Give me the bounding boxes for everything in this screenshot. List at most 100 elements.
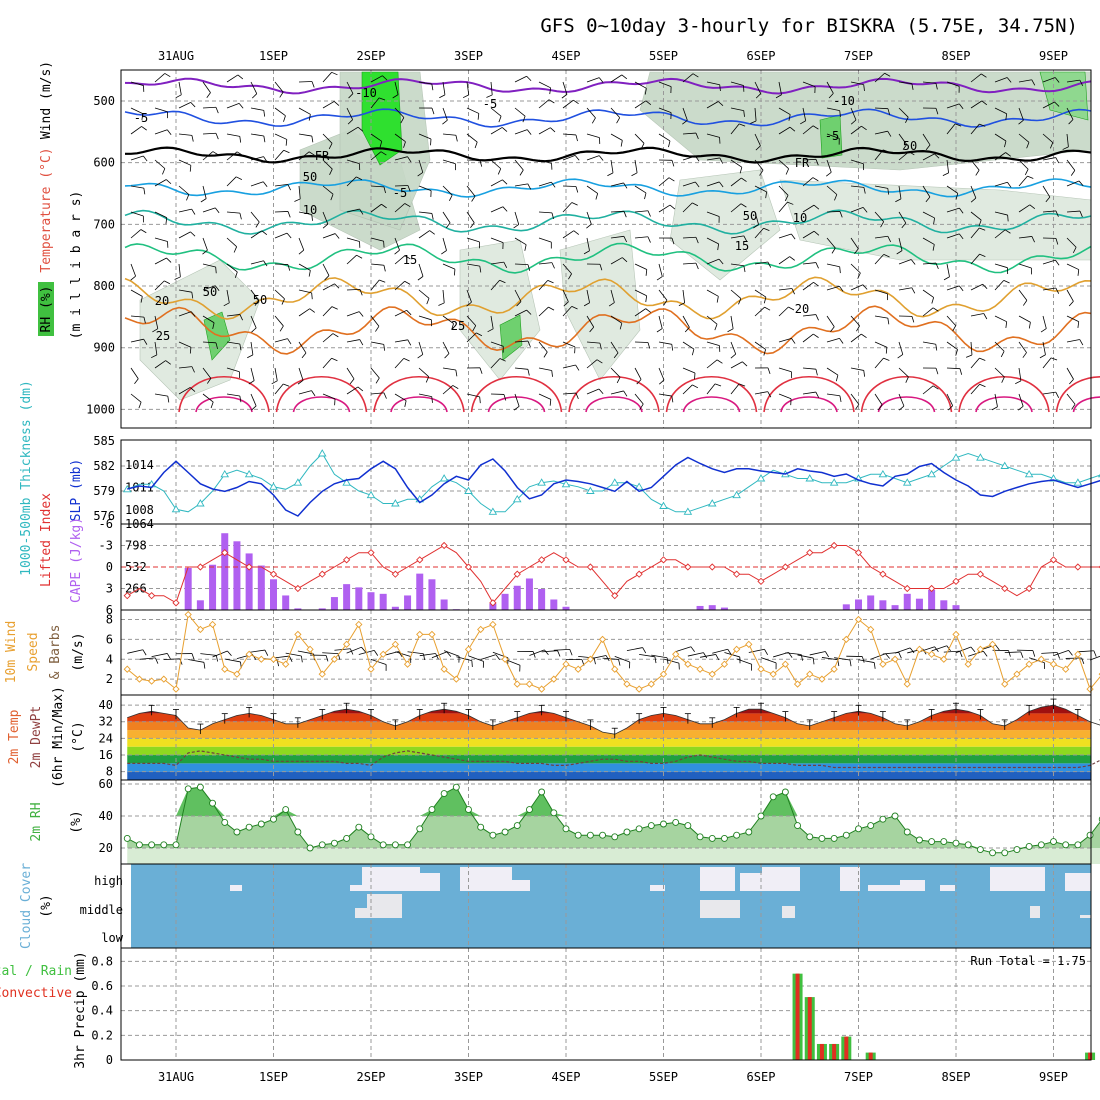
thickness-marker bbox=[878, 469, 888, 478]
wind-barb bbox=[778, 306, 789, 317]
isotherm-35-dome bbox=[975, 396, 1033, 413]
wind-barb-10m bbox=[127, 649, 143, 654]
wind-barb bbox=[970, 159, 980, 171]
x-axis-dates: 31AUG31AUG1SEP1SEP2SEP2SEP3SEP3SEP4SEP4S… bbox=[158, 49, 1068, 1084]
wind-barb-10m bbox=[297, 650, 314, 655]
wind-barb bbox=[356, 176, 363, 181]
wind-barb bbox=[154, 211, 167, 218]
wind-barb bbox=[130, 107, 143, 114]
pressure-tick-label: 900 bbox=[93, 341, 115, 355]
wind-barb bbox=[548, 306, 555, 311]
thickness-marker bbox=[829, 478, 839, 486]
thickness-marker bbox=[976, 453, 985, 461]
wind-barb bbox=[634, 393, 644, 405]
lifted-index-marker bbox=[684, 563, 692, 571]
wind-barb bbox=[942, 172, 949, 176]
wind-barb bbox=[826, 159, 832, 173]
wind-speed-marker bbox=[1074, 650, 1082, 658]
wind-barb bbox=[714, 383, 722, 387]
wind-barb bbox=[130, 315, 144, 318]
wind-barb bbox=[154, 159, 166, 169]
wind-barb bbox=[549, 87, 552, 95]
wind-barb bbox=[202, 367, 212, 379]
cape-bar bbox=[525, 578, 533, 610]
rh-marker bbox=[647, 822, 655, 830]
lifted-index-marker bbox=[489, 599, 497, 607]
wind-barb bbox=[466, 185, 476, 197]
wind-barb bbox=[586, 185, 598, 194]
wind-barb bbox=[778, 233, 792, 239]
wind-barb-10m bbox=[639, 653, 655, 658]
lifted-index-marker bbox=[342, 556, 351, 564]
cape-bar bbox=[282, 595, 290, 610]
wind-barb bbox=[214, 285, 220, 292]
wind-barb bbox=[1005, 113, 1008, 121]
rh-marker bbox=[343, 834, 351, 842]
precip-frame bbox=[120, 947, 1092, 1061]
wind-barb bbox=[250, 181, 264, 187]
wind-barb bbox=[901, 222, 907, 229]
wind-speed-marker bbox=[696, 665, 704, 673]
wind-barb bbox=[538, 81, 551, 89]
rh-marker bbox=[294, 828, 302, 836]
wind-speed-marker bbox=[306, 645, 314, 653]
date-label-top: 31AUG bbox=[158, 49, 194, 63]
wind-barb bbox=[839, 395, 842, 403]
wind-barb bbox=[970, 73, 982, 83]
wind-barb bbox=[502, 206, 508, 212]
isotherm-line bbox=[124, 209, 1092, 235]
wind-tick-label: 6 bbox=[106, 632, 113, 646]
wind-speed-marker bbox=[1025, 660, 1033, 668]
wind-barb bbox=[589, 326, 595, 333]
wind-barb bbox=[250, 393, 257, 407]
cape-bar bbox=[416, 573, 424, 610]
wind-barb bbox=[946, 263, 950, 277]
wind-barb bbox=[778, 256, 790, 265]
date-label-bottom: 3SEP bbox=[454, 1070, 483, 1084]
wind-barb bbox=[226, 133, 240, 137]
wind-barb bbox=[143, 188, 146, 195]
wind-barb bbox=[381, 203, 387, 209]
wind-barb bbox=[1018, 289, 1028, 301]
wind-barb bbox=[298, 151, 310, 161]
wind-barb-10m bbox=[569, 649, 573, 656]
wind-barb bbox=[862, 284, 868, 290]
wind-barb bbox=[897, 354, 904, 359]
wind-barb bbox=[431, 107, 435, 115]
wind-axis-label: Wind (m/s) bbox=[39, 61, 54, 139]
wind-barb bbox=[328, 143, 333, 150]
rh-marker bbox=[379, 841, 387, 849]
wind-barb bbox=[538, 237, 552, 243]
wind-barb bbox=[263, 156, 268, 163]
wind-barb bbox=[346, 237, 360, 242]
rh-marker bbox=[221, 818, 229, 826]
wind-speed-marker bbox=[586, 655, 595, 663]
wind-barb bbox=[370, 203, 382, 213]
rh-marker bbox=[416, 825, 424, 833]
wind-speed-marker bbox=[903, 680, 911, 688]
wind-barb bbox=[802, 367, 816, 370]
wind-barb bbox=[1007, 182, 1012, 188]
wind-barb-10m bbox=[1056, 652, 1060, 659]
wind-barb bbox=[490, 315, 494, 329]
rh-marker bbox=[794, 822, 802, 830]
thickness-marker bbox=[244, 469, 254, 478]
rh-marker bbox=[855, 825, 862, 833]
wind-barb bbox=[1028, 322, 1031, 329]
wind-barb bbox=[329, 168, 333, 175]
rh-marker bbox=[172, 841, 180, 849]
wind-barb bbox=[274, 133, 287, 140]
wind-barb bbox=[946, 123, 956, 135]
wind-barb bbox=[370, 185, 384, 188]
wind-barb bbox=[226, 103, 240, 109]
wind-barb bbox=[574, 155, 580, 161]
wind-barb bbox=[946, 207, 960, 213]
wind-barb bbox=[359, 339, 364, 346]
wind-barb bbox=[1018, 175, 1028, 187]
wind-barb bbox=[301, 352, 307, 359]
wind-barb bbox=[130, 81, 144, 86]
wind-barb bbox=[438, 302, 445, 306]
wind-speed-marker bbox=[1001, 680, 1009, 688]
date-label-bottom: 2SEP bbox=[357, 1070, 386, 1084]
lifted-index-marker bbox=[416, 556, 424, 564]
